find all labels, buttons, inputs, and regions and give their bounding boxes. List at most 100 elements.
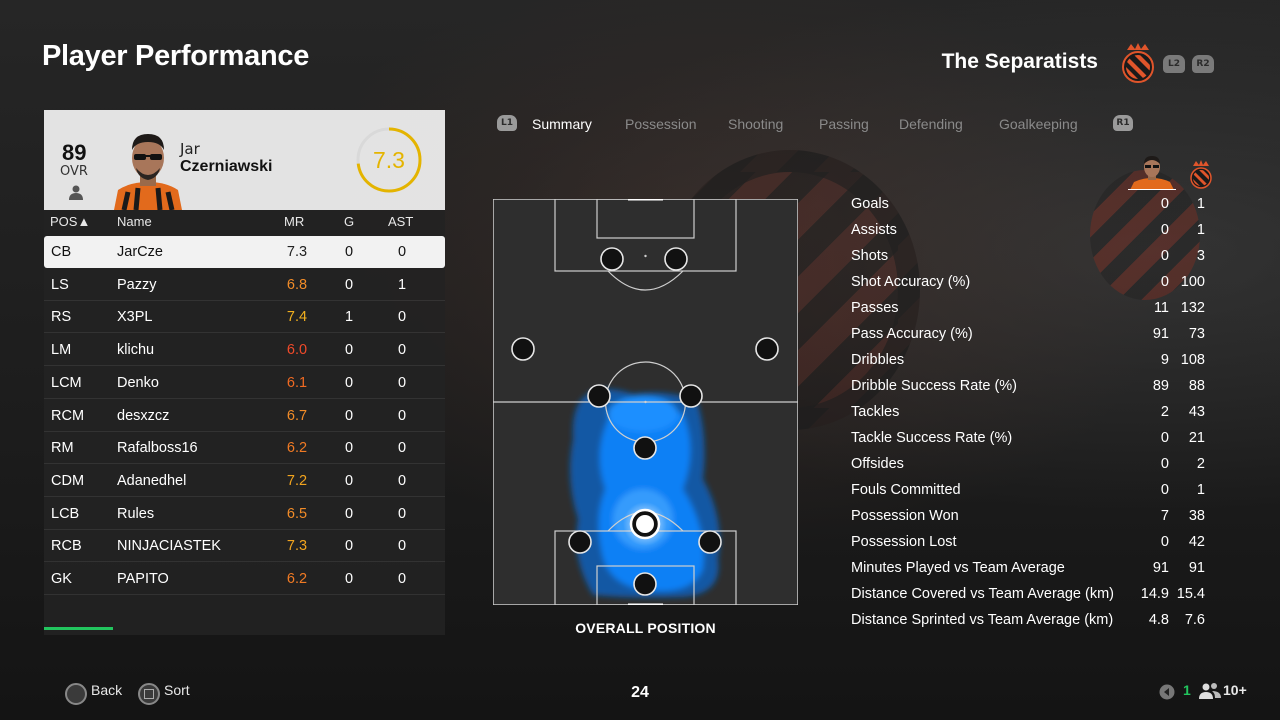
stat-row: Pass Accuracy (%) 91 73 xyxy=(851,322,1207,348)
row-name: Adanedhel xyxy=(117,472,187,489)
stat-team-value: 43 xyxy=(1188,404,1205,420)
person-icon xyxy=(69,185,83,200)
background-crest-small xyxy=(1090,170,1200,300)
row-assists: 0 xyxy=(397,472,407,489)
row-pos: RM xyxy=(51,440,74,457)
row-goals: 0 xyxy=(344,374,354,391)
stat-player-value: 0 xyxy=(1160,534,1169,550)
tab-goalkeeping[interactable]: Goalkeeping xyxy=(999,116,1078,132)
stat-team-value: 1 xyxy=(1196,482,1205,498)
player-portrait xyxy=(114,134,182,210)
header-name[interactable]: Name xyxy=(117,214,152,229)
table-row[interactable]: RCB NINJACIASTEK 7.3 0 0 xyxy=(44,530,445,563)
table-row[interactable]: RS X3PL 7.4 1 0 xyxy=(44,301,445,334)
player-last-name: Czerniawski xyxy=(180,158,273,175)
table-row[interactable]: GK PAPITO 6.2 0 0 xyxy=(44,563,445,595)
table-row[interactable]: LS Pazzy 6.8 0 1 xyxy=(44,269,445,301)
stat-team-value: 7.6 xyxy=(1184,612,1205,628)
tab-possession[interactable]: Possession xyxy=(625,116,697,132)
stat-player-value: 0 xyxy=(1160,456,1169,472)
l1-button[interactable]: L1 xyxy=(497,115,517,131)
speaker-icon xyxy=(1159,684,1175,700)
row-goals: 0 xyxy=(344,538,354,555)
row-goals: 0 xyxy=(344,505,354,522)
stat-row: Possession Won 7 38 xyxy=(851,504,1207,530)
table-row[interactable]: RCM desxzcz 6.7 0 0 xyxy=(44,400,445,432)
player-position-markers xyxy=(511,247,779,596)
stat-player-value: 0 xyxy=(1160,274,1169,290)
stat-player-value: 9 xyxy=(1160,352,1169,368)
row-goals: 1 xyxy=(344,309,354,326)
stat-player-value: 91 xyxy=(1152,326,1169,342)
header-pos[interactable]: POS▲ xyxy=(50,214,91,229)
stat-row: Tackles 2 43 xyxy=(851,400,1207,426)
friends-icon[interactable] xyxy=(1199,682,1221,700)
stat-team-value: 42 xyxy=(1188,534,1205,550)
stat-label: Pass Accuracy (%) xyxy=(851,326,973,342)
row-name: JarCze xyxy=(117,244,163,260)
header-mr[interactable]: MR xyxy=(284,214,305,229)
r1-button[interactable]: R1 xyxy=(1113,115,1133,131)
row-goals: 0 xyxy=(344,407,354,424)
stat-row: Distance Sprinted vs Team Average (km) 4.… xyxy=(851,608,1207,634)
row-pos: RCM xyxy=(51,407,85,424)
tab-defending[interactable]: Defending xyxy=(899,116,963,132)
tab-summary[interactable]: Summary xyxy=(532,116,592,132)
row-assists: 0 xyxy=(397,571,407,587)
sort-label[interactable]: Sort xyxy=(164,682,190,698)
row-assists: 0 xyxy=(397,374,407,391)
table-row[interactable]: CB JarCze 7.3 0 0 xyxy=(44,236,445,268)
stat-player-value: 7 xyxy=(1160,508,1169,524)
r2-button[interactable]: R2 xyxy=(1192,55,1214,73)
table-row[interactable]: LCM Denko 6.1 0 0 xyxy=(44,367,445,399)
match-rating-value: 7.3 xyxy=(373,146,405,173)
row-assists: 0 xyxy=(397,440,407,457)
row-name: desxzcz xyxy=(117,407,170,424)
table-row[interactable]: CDM Adanedhel 7.2 0 0 xyxy=(44,465,445,497)
square-button-icon[interactable] xyxy=(138,683,160,705)
row-name: Pazzy xyxy=(117,276,157,293)
row-match-rating: 7.4 xyxy=(286,309,308,326)
stat-team-value: 3 xyxy=(1196,248,1205,264)
match-rating-ring xyxy=(356,127,422,193)
row-goals: 0 xyxy=(344,472,354,489)
stat-player-value: 0 xyxy=(1160,196,1169,212)
header-ast[interactable]: AST xyxy=(388,214,414,229)
stat-team-value: 21 xyxy=(1188,430,1205,446)
stat-row: Dribbles 9 108 xyxy=(851,348,1207,374)
stat-label: Dribbles xyxy=(851,352,905,368)
stat-label: Shots xyxy=(851,248,889,264)
row-name: Rafalboss16 xyxy=(117,440,198,457)
header-g[interactable]: G xyxy=(344,214,355,229)
stat-label: Possession Won xyxy=(851,508,959,524)
circle-button-icon[interactable] xyxy=(65,683,87,705)
heatmap xyxy=(569,389,720,598)
l2-button[interactable]: L2 xyxy=(1163,55,1185,73)
back-label[interactable]: Back xyxy=(91,682,123,698)
row-pos: LM xyxy=(51,342,72,359)
row-pos: CB xyxy=(51,244,72,260)
tab-passing[interactable]: Passing xyxy=(819,116,869,132)
stat-player-value: 14.9 xyxy=(1140,586,1169,602)
stat-team-value: 2 xyxy=(1196,456,1205,472)
stat-team-value: 132 xyxy=(1180,300,1205,316)
row-pos: CDM xyxy=(51,472,85,489)
team-crest-icon xyxy=(1122,43,1154,83)
stat-row: Minutes Played vs Team Average 91 91 xyxy=(851,556,1207,582)
row-name: Denko xyxy=(117,374,159,391)
table-row[interactable]: RM Rafalboss16 6.2 0 0 xyxy=(44,432,445,465)
player-first-name: Jar xyxy=(180,140,200,158)
row-pos: RCB xyxy=(51,538,82,555)
tab-shooting[interactable]: Shooting xyxy=(728,116,784,132)
row-assists: 1 xyxy=(397,276,407,293)
stat-label: Goals xyxy=(851,196,889,212)
table-row[interactable]: LCB Rules 6.5 0 0 xyxy=(44,498,445,530)
page-title: Player Performance xyxy=(42,40,310,72)
row-name: PAPITO xyxy=(117,571,169,587)
table-row[interactable]: LM klichu 6.0 0 0 xyxy=(44,334,445,367)
player-card: 89 OVR Jar Czerniawski 7.3 xyxy=(44,110,445,210)
stat-row: Shot Accuracy (%) 0 100 xyxy=(851,270,1207,296)
row-assists: 0 xyxy=(397,244,407,260)
players-table: POS▲ Name MR G AST CB JarCze 7.3 0 0 LS Pazzy 6… xyxy=(44,210,445,635)
row-match-rating: 7.2 xyxy=(286,472,308,489)
